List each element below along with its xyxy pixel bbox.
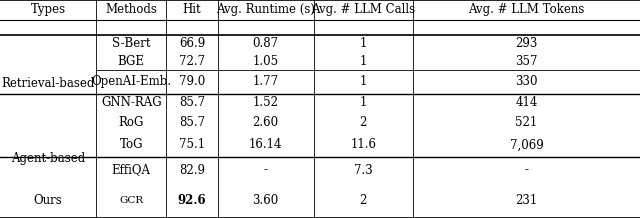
Text: 521: 521 (515, 116, 538, 129)
Text: 7.3: 7.3 (354, 164, 372, 177)
Text: EffiQA: EffiQA (112, 164, 150, 177)
Text: 82.9: 82.9 (179, 164, 205, 177)
Text: 330: 330 (515, 75, 538, 88)
Text: 1: 1 (360, 75, 367, 88)
Text: S-Bert: S-Bert (112, 37, 150, 50)
Text: -: - (524, 164, 529, 177)
Text: 79.0: 79.0 (179, 75, 205, 88)
Text: RoG: RoG (118, 116, 144, 129)
Text: 1.05: 1.05 (253, 54, 278, 68)
Text: 1: 1 (360, 96, 367, 109)
Text: 414: 414 (515, 96, 538, 109)
Text: Avg. # LLM Calls: Avg. # LLM Calls (311, 3, 415, 16)
Text: 231: 231 (515, 194, 538, 207)
Text: 357: 357 (515, 54, 538, 68)
Text: 2: 2 (360, 116, 367, 129)
Text: Avg. Runtime (s): Avg. Runtime (s) (216, 3, 315, 16)
Text: 75.1: 75.1 (179, 138, 205, 152)
Text: 1: 1 (360, 54, 367, 68)
Text: 2: 2 (360, 194, 367, 207)
Text: OpenAI-Emb.: OpenAI-Emb. (91, 75, 172, 88)
Text: Hit: Hit (182, 3, 202, 16)
Text: ToG: ToG (120, 138, 143, 152)
Text: Avg. # LLM Tokens: Avg. # LLM Tokens (468, 3, 584, 16)
Text: 66.9: 66.9 (179, 37, 205, 50)
Text: 1.77: 1.77 (253, 75, 278, 88)
Text: 85.7: 85.7 (179, 96, 205, 109)
Text: 3.60: 3.60 (252, 194, 279, 207)
Text: Types: Types (31, 3, 65, 16)
Text: 2.60: 2.60 (253, 116, 278, 129)
Text: -: - (264, 164, 268, 177)
Text: BGE: BGE (118, 54, 145, 68)
Text: Ours: Ours (34, 194, 62, 207)
Text: GCR: GCR (119, 196, 143, 205)
Text: GNN-RAG: GNN-RAG (101, 96, 161, 109)
Text: 85.7: 85.7 (179, 116, 205, 129)
Text: 1: 1 (360, 37, 367, 50)
Text: 92.6: 92.6 (178, 194, 206, 207)
Text: Methods: Methods (105, 3, 157, 16)
Text: 11.6: 11.6 (350, 138, 376, 152)
Text: 7,069: 7,069 (509, 138, 543, 152)
Text: 0.87: 0.87 (253, 37, 278, 50)
Text: Retrieval-based: Retrieval-based (1, 77, 95, 90)
Text: Agent-based: Agent-based (11, 152, 85, 165)
Text: 72.7: 72.7 (179, 54, 205, 68)
Text: 1.52: 1.52 (253, 96, 278, 109)
Text: 16.14: 16.14 (249, 138, 282, 152)
Text: 293: 293 (515, 37, 538, 50)
